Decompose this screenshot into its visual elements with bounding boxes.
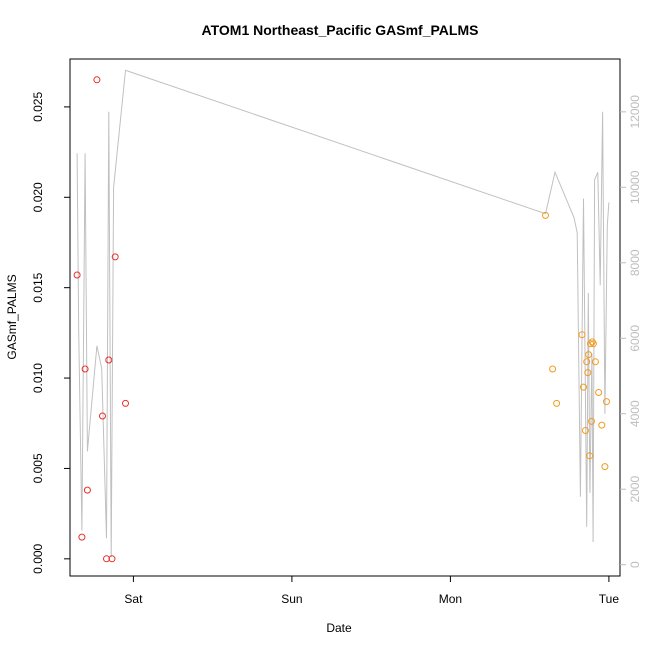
- data-point-series-2: [588, 338, 596, 346]
- data-point-series-2: [542, 211, 549, 219]
- data-point-series-1: [83, 486, 91, 494]
- data-point-series-2: [587, 340, 594, 348]
- y-tick-label: 0.025: [31, 92, 45, 122]
- data-point-series-1: [81, 365, 89, 373]
- data-point-series-2: [553, 399, 561, 407]
- x-tick-label: Mon: [439, 592, 462, 606]
- y-tick-label: 0.015: [31, 272, 45, 302]
- y-tick-label: 0.005: [31, 453, 45, 483]
- data-point-series-2: [589, 340, 597, 348]
- data-point-series-2: [601, 463, 609, 471]
- x-tick-label: Sun: [281, 592, 302, 606]
- y2-tick-label: 10000: [628, 170, 642, 204]
- data-point-series-1: [93, 76, 101, 84]
- data-point-series-2: [581, 427, 589, 434]
- plot-frame: [69, 58, 621, 577]
- data-point-series-1: [105, 356, 113, 364]
- y-tick-label: 0.010: [31, 363, 45, 393]
- data-point-series-1: [108, 555, 116, 563]
- x-axis-label: Date: [326, 621, 352, 635]
- y2-tick-label: 8000: [628, 249, 642, 276]
- x-tick-label: Sat: [124, 592, 143, 606]
- data-point-series-2: [578, 331, 586, 339]
- y2-tick-label: 6000: [628, 325, 642, 352]
- data-point-series-2: [603, 398, 610, 406]
- data-point-series-2: [549, 365, 557, 373]
- data-point-series-2: [595, 389, 603, 396]
- y2-tick-label: 12000: [628, 95, 642, 129]
- y-tick-label: 0.020: [31, 182, 45, 212]
- data-point-series-1: [122, 399, 129, 407]
- y-tick-label: 0.000: [31, 543, 45, 573]
- data-point-series-2: [585, 351, 593, 359]
- data-point-series-1: [78, 533, 86, 541]
- secondary-line-layer: [76, 69, 610, 558]
- data-point-series-2: [586, 452, 594, 460]
- data-point-series-1: [99, 412, 106, 420]
- y-axis-label: GASmf_PALMS: [5, 274, 19, 359]
- chart-title: ATOM1 Northeast_Pacific GASmf_PALMS: [202, 22, 479, 38]
- y2-tick-label: 2000: [628, 476, 642, 503]
- data-point-series-2: [591, 358, 599, 366]
- data-point-series-1: [111, 253, 119, 261]
- y-axis: 0.000 0.005 0.010 0.015 0.020 0.025: [31, 92, 70, 574]
- data-point-series-2: [584, 369, 592, 377]
- y2-tick-label: 4000: [628, 400, 642, 427]
- y2-axis: 0 2000 4000 6000 8000 10000 12000: [620, 95, 642, 568]
- data-points-layer: [73, 76, 610, 563]
- x-axis: Sat Sun Mon Tue: [124, 576, 619, 606]
- data-point-series-2: [583, 358, 591, 366]
- x-tick-label: Tue: [599, 592, 620, 606]
- data-point-series-2: [598, 421, 606, 429]
- data-point-series-2: [588, 417, 595, 425]
- y2-tick-label: 0: [628, 561, 642, 568]
- data-point-series-1: [73, 271, 81, 279]
- secondary-series-line: [76, 69, 610, 558]
- data-point-series-2: [580, 383, 587, 391]
